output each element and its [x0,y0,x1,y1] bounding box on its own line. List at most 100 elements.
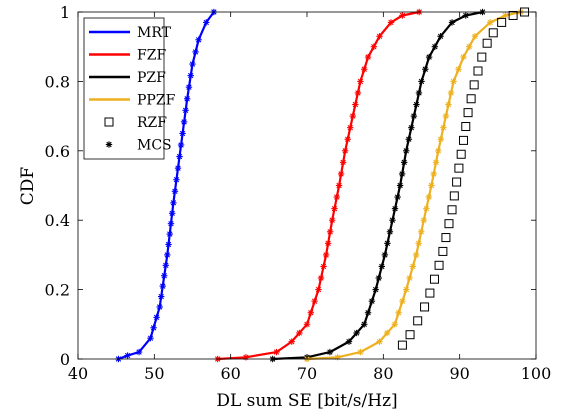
y-tick-label: 0 [60,350,70,369]
star-marker [345,136,351,142]
star-marker [392,321,398,327]
star-marker [426,54,432,60]
star-marker [195,37,201,43]
star-marker [168,220,174,226]
star-marker [421,217,427,223]
star-marker [369,298,375,304]
star-marker [403,286,409,292]
star-marker [182,107,188,113]
star-marker [165,241,171,247]
star-marker [487,19,493,25]
star-marker [342,148,348,154]
y-tick-label: 0.6 [45,142,70,161]
star-marker [340,159,346,165]
star-marker [418,78,424,84]
star-marker [365,54,371,60]
star-marker [169,210,175,216]
star-marker [438,136,444,142]
star-marker [395,310,401,316]
star-marker [289,338,295,344]
star-marker [176,153,182,159]
y-tick-label: 1 [60,3,70,22]
star-marker [164,252,170,258]
star-marker [472,33,478,39]
star-marker [394,194,400,200]
legend-label: MRT [137,25,172,41]
star-marker [357,78,363,84]
star-marker [435,148,441,154]
star-marker [376,275,382,281]
star-marker [186,84,192,90]
x-tick-label: 80 [373,364,393,383]
x-tick-label: 40 [68,364,88,383]
star-marker [397,182,403,188]
star-marker [161,273,167,279]
star-marker [460,54,466,60]
star-marker [399,171,405,177]
star-marker [338,171,344,177]
star-marker [346,338,352,344]
star-marker [334,354,340,360]
star-marker [443,113,449,119]
star-marker [304,321,310,327]
star-marker [329,217,335,223]
star-marker [433,159,439,165]
star-marker [422,66,428,72]
star-marker [320,263,326,269]
legend-label: RZF [137,115,167,131]
star-marker [350,113,356,119]
star-marker [189,61,195,67]
star-marker [172,188,178,194]
legend-label: PPZF [137,93,176,109]
legend-label: FZF [137,48,166,64]
star-marker [323,252,329,258]
star-marker [392,205,398,211]
star-marker [388,19,394,25]
legend: MRT FZF PZF PPZF RZF MCS [84,18,176,159]
x-tick-label: 50 [144,364,164,383]
legend-star-swatch [106,141,112,147]
star-marker [389,217,395,223]
star-marker [124,352,130,358]
star-marker [173,177,179,183]
star-marker [382,252,388,258]
star-marker [150,325,156,331]
star-marker [163,262,169,268]
star-marker [318,275,324,281]
star-marker [423,205,429,211]
star-marker [432,44,438,50]
star-marker [440,124,446,130]
star-marker [413,252,419,258]
legend-label: MCS [137,138,172,154]
star-marker [466,44,472,50]
star-marker [463,12,469,18]
star-marker [376,338,382,344]
star-marker [136,349,142,355]
star-marker [273,349,279,355]
star-marker [352,101,358,107]
star-marker [403,148,409,154]
star-marker [181,119,187,125]
star-marker [455,66,461,72]
x-tick-label: 90 [449,364,469,383]
star-marker [361,66,367,72]
star-marker [153,314,159,320]
star-marker [502,12,508,18]
star-marker [184,96,190,102]
star-marker [371,44,377,50]
star-marker [426,194,432,200]
star-marker [325,240,331,246]
star-marker [327,229,333,235]
star-marker [179,130,185,136]
star-marker [376,33,382,39]
star-marker [178,142,184,148]
star-marker [361,321,367,327]
star-marker [416,90,422,96]
star-marker [331,205,337,211]
star-marker [167,231,173,237]
star-marker [315,286,321,292]
star-marker [203,19,209,25]
star-marker [334,194,340,200]
star-marker [336,182,342,188]
star-marker [384,240,390,246]
